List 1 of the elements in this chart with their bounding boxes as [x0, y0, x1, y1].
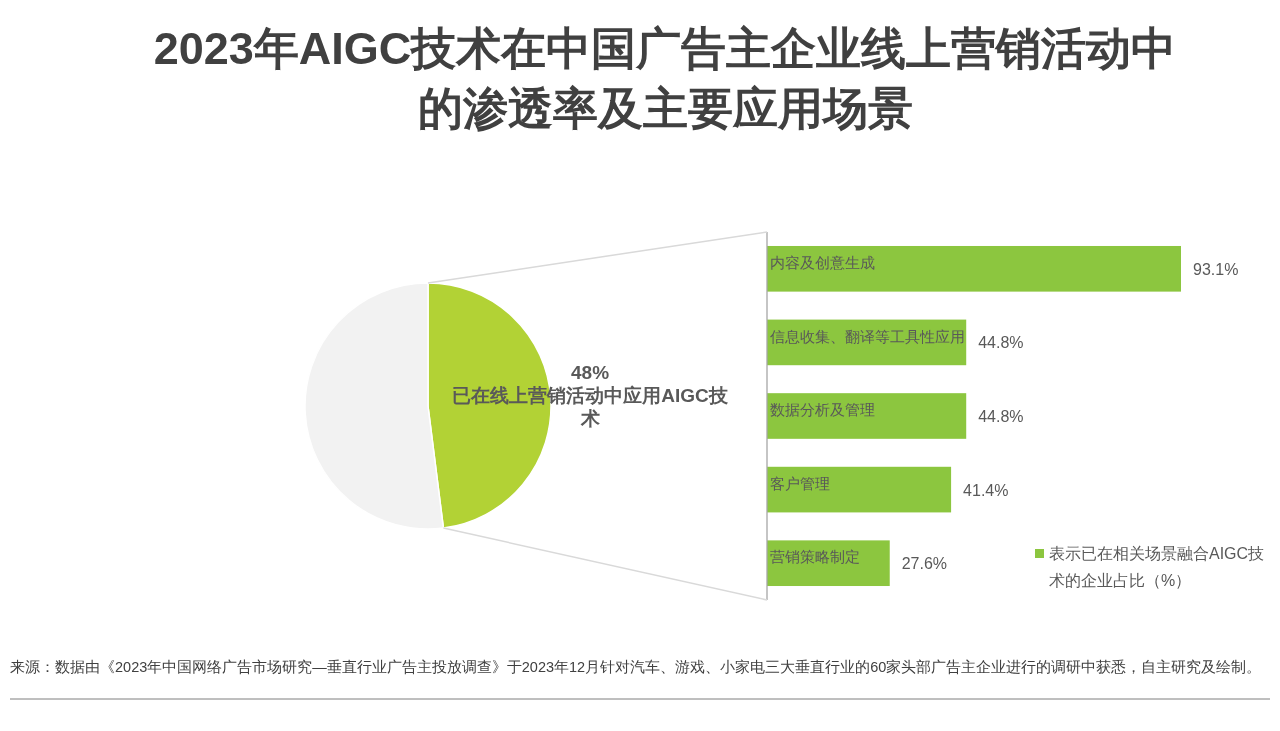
title: 2023年AIGC技术在中国广告主企业线上营销活动中的渗透率及主要应用场景 [153, 23, 1177, 134]
